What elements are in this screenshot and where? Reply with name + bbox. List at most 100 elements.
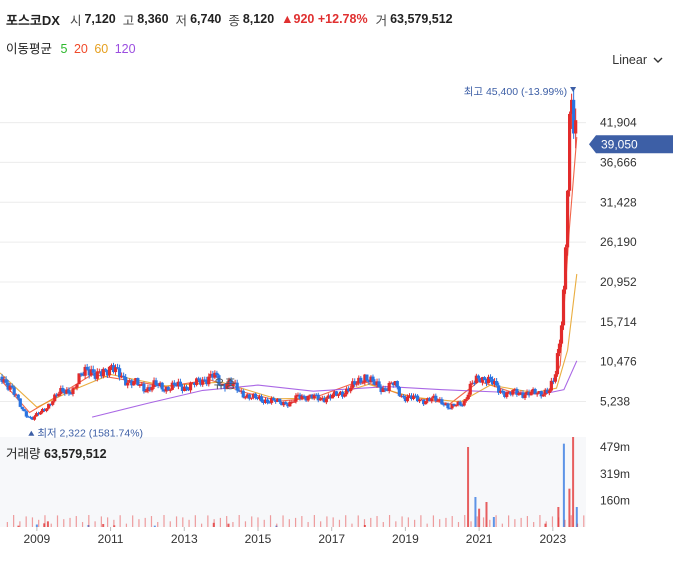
volume-bar <box>194 515 196 527</box>
volume-tick-label: 319m <box>600 467 630 481</box>
candle-body <box>476 375 480 379</box>
candle-body <box>561 289 566 326</box>
candle-body <box>338 391 343 395</box>
volume-bar <box>219 517 221 527</box>
volume-bar <box>476 516 478 527</box>
candle-body <box>274 400 278 402</box>
volume-bar <box>251 516 253 527</box>
price-tick-label: 10,476 <box>600 355 637 369</box>
open-value: 7,120 <box>84 12 116 26</box>
candle-body <box>391 382 395 386</box>
volume-bar <box>119 515 121 527</box>
volume-bar <box>313 515 315 527</box>
candle-body <box>533 389 537 395</box>
high-label: 고 <box>122 13 135 28</box>
candle-body <box>353 381 357 385</box>
candle-body <box>53 394 57 402</box>
candle-body <box>521 392 525 398</box>
low-label: 저 <box>175 13 188 28</box>
candle-body <box>97 371 101 373</box>
volume-bar <box>276 523 278 527</box>
volume-panel-bg <box>0 437 586 527</box>
candle-body <box>57 393 61 396</box>
volume-bar <box>370 517 372 527</box>
candle-body <box>513 389 517 391</box>
candle-body <box>365 374 369 381</box>
candle-body <box>444 403 448 405</box>
candle-body <box>144 391 148 393</box>
x-tick-label: 2011 <box>98 532 124 546</box>
candle-body <box>16 394 20 399</box>
candle-body <box>170 382 174 390</box>
candle-body <box>440 399 444 405</box>
chevron-down-icon <box>653 57 663 63</box>
candle-body <box>180 386 185 391</box>
volume-bar <box>17 525 20 527</box>
candle-body <box>478 378 483 383</box>
volume-bar <box>25 516 27 527</box>
candle-body <box>105 369 110 376</box>
volume-bar <box>94 521 96 527</box>
candle-body <box>87 369 91 376</box>
candle-body <box>156 385 160 387</box>
candle-body <box>292 401 296 403</box>
candle-body <box>195 378 199 385</box>
candle-body <box>515 389 519 395</box>
volume-bar <box>226 516 228 527</box>
candle-body <box>486 376 491 384</box>
volume-bar <box>238 515 240 527</box>
ma-120-label[interactable]: 120 <box>114 42 136 56</box>
ma-5-label[interactable]: 5 <box>60 42 68 56</box>
price-tick-label: 26,190 <box>600 235 637 249</box>
scale-selector[interactable]: Linear <box>612 53 663 67</box>
volume-bar <box>50 523 52 527</box>
candle-body <box>247 394 251 399</box>
candle-body <box>316 394 320 401</box>
candle-body <box>381 388 385 393</box>
price-tick-label: 20,952 <box>600 275 637 289</box>
price-tick-label: 15,714 <box>600 315 637 329</box>
volume-bar <box>69 517 71 527</box>
x-tick-label: 2009 <box>24 532 51 546</box>
candle-body <box>527 391 531 396</box>
candle-body <box>188 382 193 391</box>
candle-body <box>176 381 180 387</box>
volume-bar <box>153 525 156 527</box>
ma-60-label[interactable]: 60 <box>94 42 109 56</box>
volume-bar <box>157 522 159 527</box>
volume-bar <box>63 519 65 527</box>
candle-body <box>549 380 553 391</box>
candle-body <box>401 395 405 398</box>
candle-body <box>14 394 18 396</box>
candle-body <box>132 381 136 386</box>
candle-body <box>417 399 422 402</box>
candle-body <box>462 400 466 406</box>
candle-body <box>63 391 67 394</box>
candle-body <box>290 401 294 403</box>
candle-body <box>4 379 8 383</box>
candle-body <box>294 395 298 402</box>
candle-body <box>361 382 365 384</box>
candle-body <box>32 416 37 420</box>
volume-bar <box>35 524 38 527</box>
volume-bar <box>244 521 247 527</box>
current-price-label: 39,050 <box>601 137 638 151</box>
volume-bar <box>282 515 284 527</box>
candle-body <box>424 401 428 405</box>
max-down-triangle-icon <box>570 86 577 92</box>
candle-body <box>363 374 367 383</box>
candle-body <box>199 379 203 385</box>
volume-bar <box>56 515 59 527</box>
volume-bar <box>382 522 384 527</box>
volume-bar <box>294 517 297 527</box>
ma-20-label[interactable]: 20 <box>73 42 88 56</box>
candle-body <box>172 382 176 386</box>
candle-body <box>379 387 383 393</box>
candle-body <box>209 373 213 377</box>
candle-body <box>535 393 539 395</box>
candle-body <box>456 401 460 406</box>
candle-body <box>559 325 564 344</box>
candle-body <box>120 375 124 378</box>
candle-body <box>484 380 489 384</box>
